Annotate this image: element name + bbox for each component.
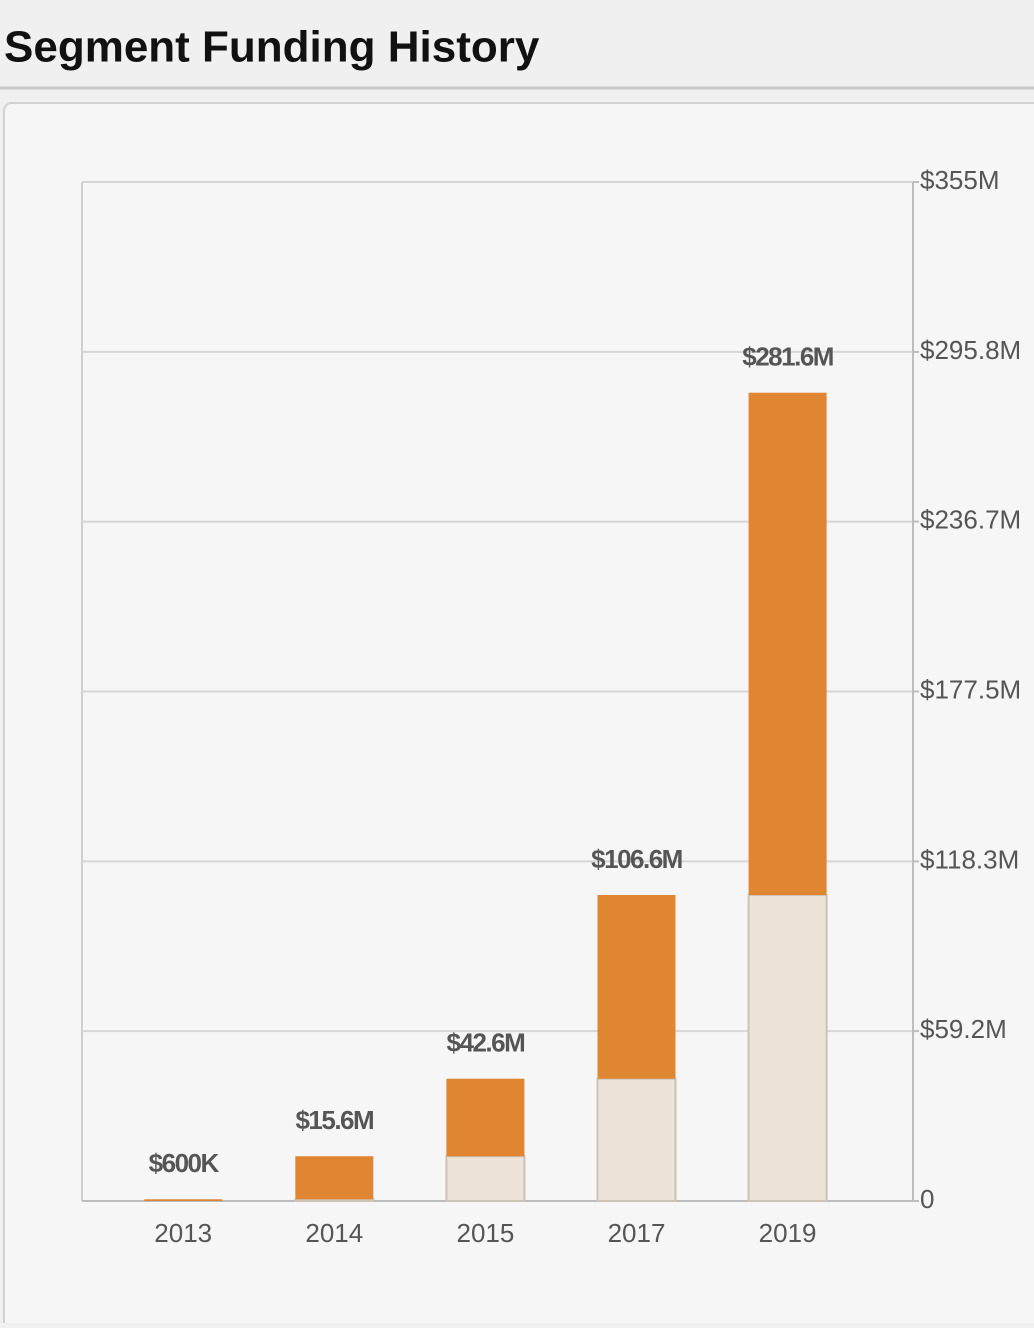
y-tick-label: $295.8M (920, 335, 1021, 365)
plot: 0 $59.2M $118.3M $177.5M $236.7M $295.8M $355M… (81, 165, 1021, 1248)
bar-segment (748, 392, 827, 896)
x-tick-label: 2013 (154, 1218, 212, 1248)
total-label: $281.6M (742, 342, 833, 372)
page-title: Segment Funding History (4, 23, 540, 72)
y-tick-label: $59.2M (920, 1014, 1007, 1044)
x-tick-label: 2019 (759, 1218, 817, 1248)
total-label: $600K (149, 1148, 220, 1178)
y-tick-label: $177.5M (920, 674, 1021, 704)
bar-segment (446, 1078, 525, 1157)
y-tick-label: 0 (920, 1184, 934, 1214)
bar-segment (747, 894, 828, 1202)
bar-segment (596, 1077, 677, 1202)
total-label: $42.6M (447, 1028, 525, 1058)
bar-segment (144, 1199, 223, 1201)
x-tick-label: 2014 (305, 1218, 363, 1248)
y-tick-label: $236.7M (920, 504, 1021, 534)
bar-segment (597, 895, 676, 1079)
x-tick-label: 2017 (608, 1218, 666, 1248)
total-label: $15.6M (295, 1105, 373, 1135)
bar-segment (295, 1156, 374, 1200)
y-tick-label: $355M (920, 165, 1000, 195)
y-tick-label: $118.3M (920, 844, 1019, 874)
x-tick-label: 2015 (456, 1218, 514, 1248)
bar-segment (445, 1155, 526, 1203)
total-label: $106.6M (591, 844, 682, 874)
bar-segment (294, 1198, 375, 1202)
